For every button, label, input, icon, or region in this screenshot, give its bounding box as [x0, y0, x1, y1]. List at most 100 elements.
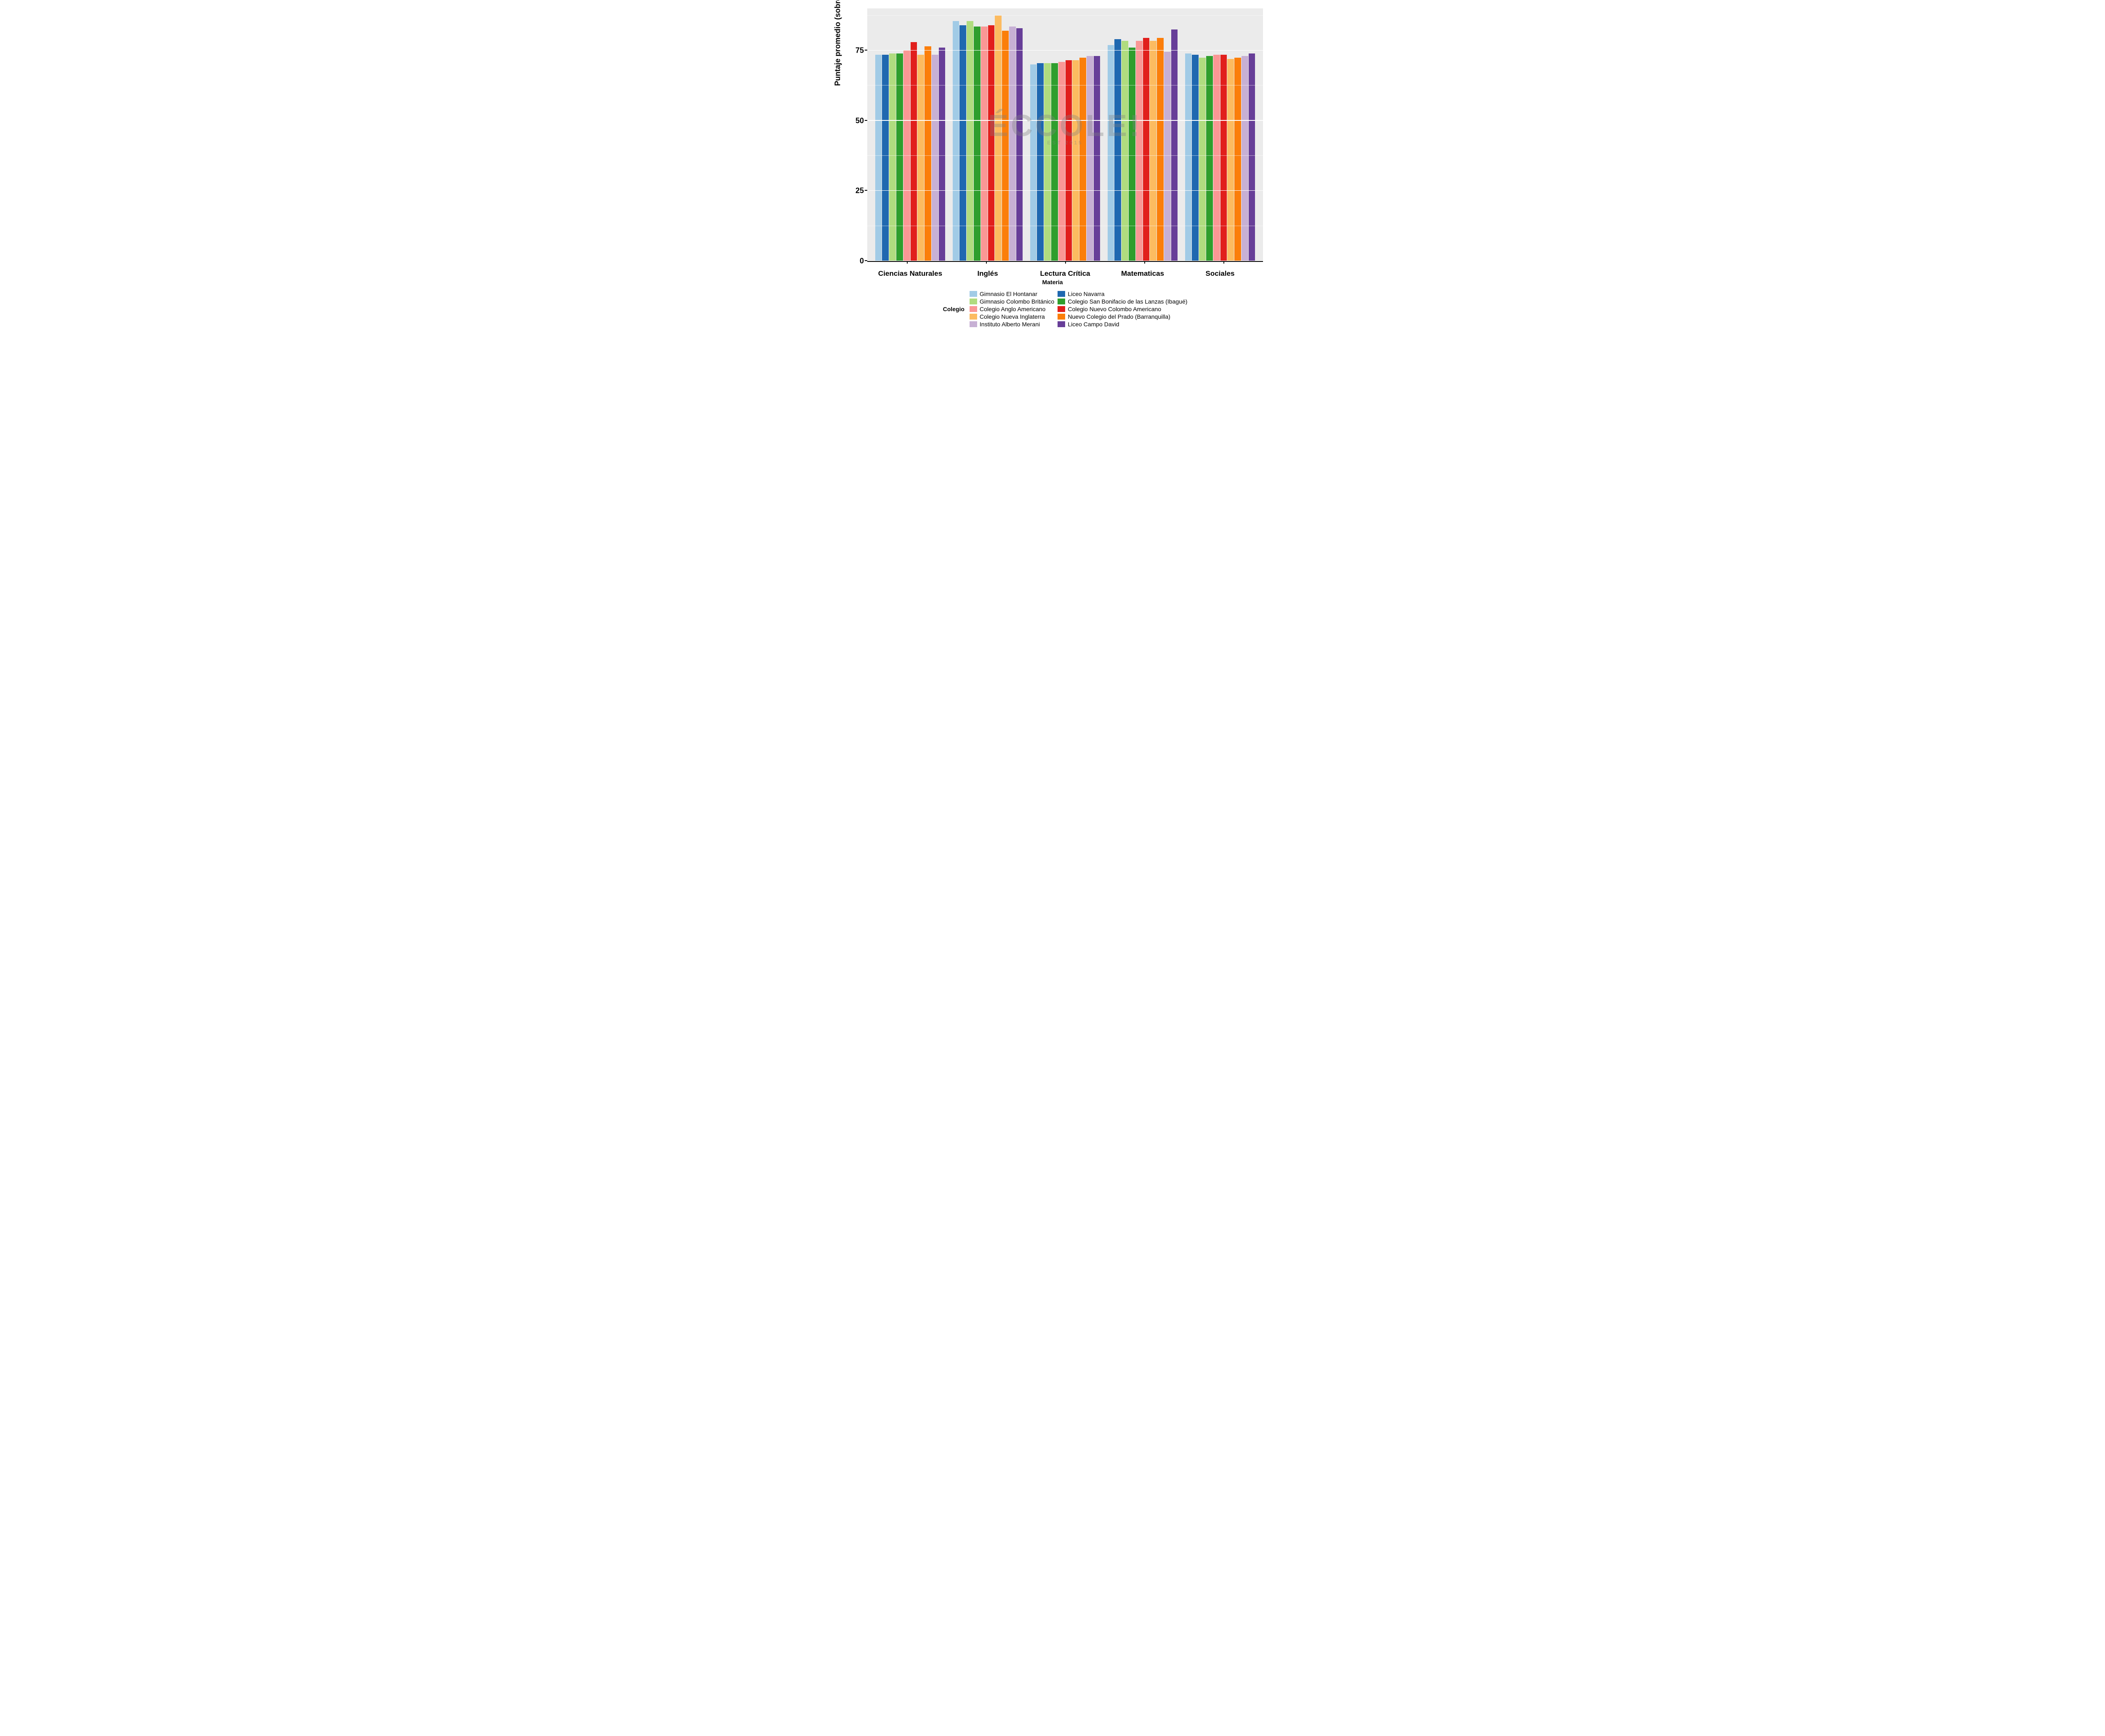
legend-item: Liceo Campo David	[1058, 321, 1187, 328]
bar	[1129, 48, 1135, 261]
legend-swatch	[1058, 321, 1065, 327]
gridline-minor	[867, 15, 1263, 16]
y-tick-label: 75	[855, 46, 864, 55]
bar	[1094, 56, 1100, 261]
legend-label: Liceo Navarra	[1068, 291, 1104, 297]
y-axis-label: Puntaje promedio (sobre 100)	[834, 0, 842, 86]
bar	[1199, 58, 1206, 261]
bar	[1087, 56, 1093, 261]
legend-swatch	[970, 299, 977, 304]
x-tick-mark	[1223, 261, 1224, 264]
category-group	[1104, 8, 1181, 261]
bar	[1234, 58, 1241, 261]
legend-columns: Gimnasio El HontanarGimnasio Colombo Bri…	[970, 291, 1187, 328]
bar	[875, 55, 882, 261]
x-tick-mark	[1144, 261, 1145, 264]
legend-label: Gimnasio El Hontanar	[980, 291, 1037, 297]
bar	[953, 21, 959, 261]
bar	[1122, 41, 1128, 261]
gridline	[867, 190, 1263, 191]
bar	[911, 42, 917, 261]
x-axis-label: Materia	[842, 279, 1263, 285]
bar	[1143, 38, 1150, 261]
bar	[925, 46, 931, 261]
plot-area: Puntaje promedio (sobre 100) 0255075 ÉCC…	[842, 8, 1263, 261]
legend-label: Gimnasio Colombo Británico	[980, 298, 1054, 305]
bar	[1016, 28, 1023, 261]
legend-item: Nuevo Colegio del Prado (Barranquilla)	[1058, 313, 1187, 320]
chart-container: Puntaje promedio (sobre 100) 0255075 ÉCC…	[842, 8, 1263, 328]
legend-swatch	[1058, 291, 1065, 297]
legend-label: Colegio Anglo Americano	[980, 306, 1045, 312]
legend-label: Instituto Alberto Merani	[980, 321, 1040, 328]
bar	[1136, 41, 1143, 261]
legend-item: Instituto Alberto Merani	[970, 321, 1054, 328]
x-axis-line	[867, 261, 1263, 262]
y-axis: Puntaje promedio (sobre 100) 0255075	[842, 8, 867, 261]
legend-swatch	[1058, 306, 1065, 312]
bar	[1157, 38, 1164, 261]
plot-region: ÉCCOLE! EST 2015	[867, 8, 1263, 261]
bar	[882, 55, 889, 261]
bar	[1206, 56, 1213, 261]
legend-label: Liceo Campo David	[1068, 321, 1119, 328]
category-group	[1181, 8, 1259, 261]
bar	[1037, 63, 1044, 261]
bar	[896, 53, 903, 261]
legend: Colegio Gimnasio El HontanarGimnasio Col…	[867, 291, 1263, 328]
legend-item: Liceo Navarra	[1058, 291, 1187, 297]
bars-layer	[867, 8, 1263, 261]
legend-column: Gimnasio El HontanarGimnasio Colombo Bri…	[970, 291, 1054, 328]
bar	[1185, 53, 1192, 261]
bar	[995, 16, 1002, 261]
y-tick-label: 50	[855, 116, 864, 125]
legend-title: Colegio	[943, 306, 966, 312]
gridline-minor	[867, 155, 1263, 156]
legend-swatch	[1058, 314, 1065, 320]
y-axis-ticks: 0255075	[842, 8, 867, 261]
bar	[1150, 41, 1156, 261]
legend-item: Colegio Nueva Inglaterra	[970, 313, 1054, 320]
x-tick-label: Lectura Crítica	[1026, 262, 1104, 278]
legend-swatch	[970, 321, 977, 327]
x-tick-label: Inglés	[949, 262, 1026, 278]
bar	[1072, 60, 1079, 261]
category-group	[949, 8, 1026, 261]
category-group	[1026, 8, 1104, 261]
x-tick-mark	[1065, 261, 1066, 264]
legend-swatch	[970, 314, 977, 320]
bar	[1164, 52, 1171, 261]
bar	[1171, 29, 1178, 261]
bar	[1079, 58, 1086, 261]
legend-swatch	[970, 291, 977, 297]
legend-item: Gimnasio El Hontanar	[970, 291, 1054, 297]
bar	[1066, 60, 1072, 261]
x-tick-label: Ciencias Naturales	[871, 262, 949, 278]
x-tick-mark	[907, 261, 908, 264]
legend-swatch	[970, 306, 977, 312]
bar	[1220, 55, 1227, 261]
bar	[917, 55, 924, 261]
bar	[1030, 64, 1037, 261]
bar	[903, 51, 910, 261]
y-tick-label: 0	[860, 257, 864, 266]
bar	[1213, 55, 1220, 261]
x-axis: Ciencias NaturalesInglésLectura CríticaM…	[867, 262, 1263, 278]
legend-swatch	[1058, 299, 1065, 304]
category-group	[871, 8, 949, 261]
bar	[1242, 56, 1248, 261]
bar	[1108, 45, 1114, 261]
legend-item: Gimnasio Colombo Británico	[970, 298, 1054, 305]
gridline	[867, 50, 1263, 51]
legend-label: Colegio San Bonifacio de las Lanzas (Iba…	[1068, 298, 1187, 305]
y-tick-label: 25	[855, 187, 864, 195]
bar	[1051, 63, 1058, 261]
bar	[1227, 59, 1234, 261]
legend-column: Liceo NavarraColegio San Bonifacio de la…	[1058, 291, 1187, 328]
bar	[1114, 39, 1121, 261]
bar	[939, 48, 946, 261]
bar	[1044, 63, 1051, 261]
bar	[1249, 53, 1255, 261]
gridline	[867, 120, 1263, 121]
x-tick-label: Matematicas	[1104, 262, 1181, 278]
